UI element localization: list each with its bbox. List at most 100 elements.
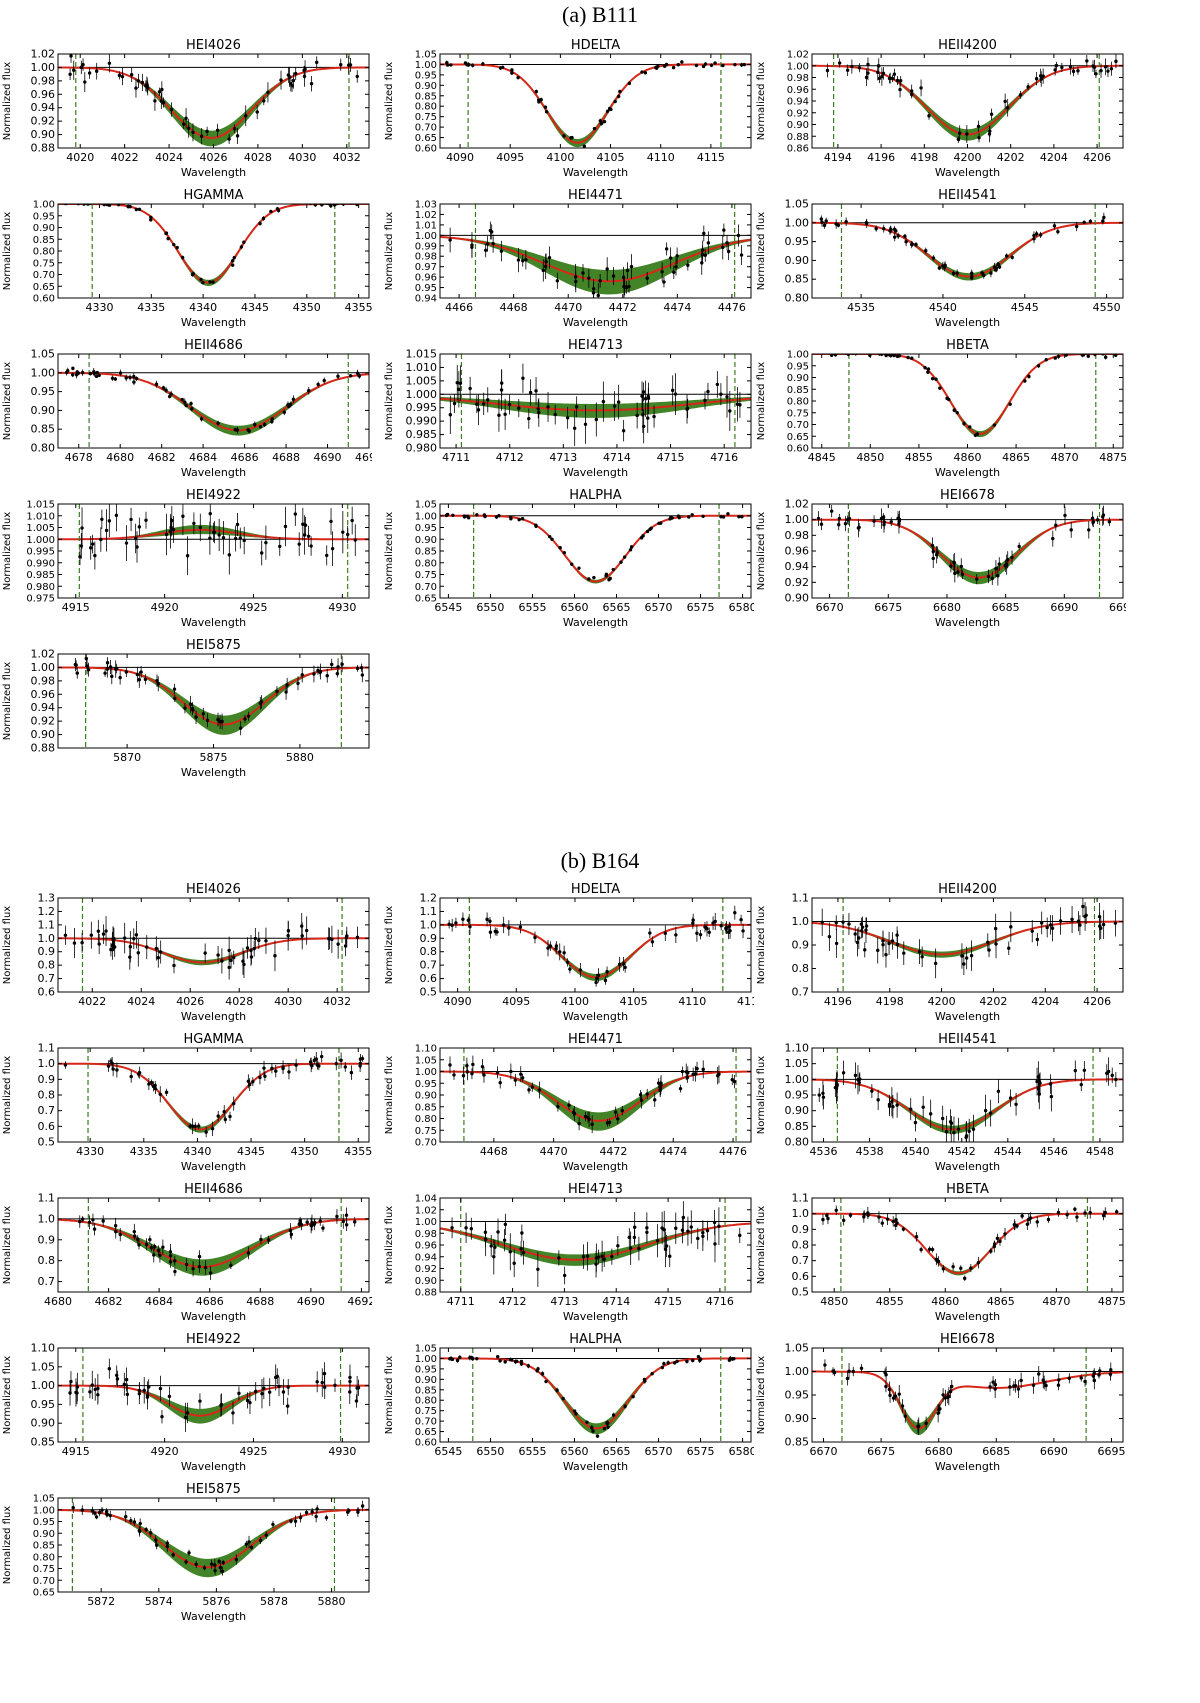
x-tick-label: 4716	[706, 1295, 734, 1308]
data-point	[93, 553, 97, 558]
y-tick-label: 0.75	[33, 258, 55, 269]
data-point	[308, 1060, 313, 1064]
data-point	[315, 1063, 320, 1067]
data-point	[695, 931, 699, 935]
model-band	[58, 1385, 369, 1424]
data-point	[594, 417, 599, 422]
data-points	[71, 1500, 365, 1576]
data-point	[508, 1250, 512, 1254]
data-point	[107, 1366, 112, 1371]
data-point	[539, 98, 543, 102]
data-point	[668, 1254, 672, 1258]
data-point	[670, 516, 674, 520]
x-axis-label: Wavelength	[935, 1310, 1000, 1323]
plot-frame	[439, 1197, 752, 1293]
data-point	[935, 1258, 939, 1263]
data-point	[845, 68, 850, 72]
x-axis-label: Wavelength	[563, 316, 628, 329]
x-tick-label: 4865	[987, 1295, 1015, 1308]
plot-frame	[811, 1197, 1124, 1293]
y-tick-label: 0.70	[415, 1417, 437, 1428]
data-points	[819, 212, 1106, 281]
data-point	[1048, 923, 1053, 927]
data-point	[585, 1254, 590, 1258]
data-point	[107, 61, 112, 65]
chart-title: HEI4713	[568, 1182, 623, 1197]
data-point	[685, 407, 689, 411]
data-point	[601, 399, 606, 404]
data-point	[468, 924, 472, 929]
data-point	[1056, 354, 1061, 359]
data-point	[271, 1522, 275, 1527]
x-tick-label: 4026	[176, 995, 204, 1008]
data-point	[627, 284, 631, 289]
x-tick-label: 4920	[151, 601, 179, 614]
chart-panel: 4915 4920 4925 49300.9750.9800.9850.9900.99…	[2, 488, 370, 629]
x-tick-label: 4100	[561, 995, 589, 1008]
model-band	[58, 204, 369, 287]
y-axis-label: Normalized flux	[384, 362, 395, 441]
data-point	[900, 1404, 905, 1408]
data-point	[516, 75, 520, 80]
data-point	[293, 512, 298, 516]
data-point	[936, 1411, 940, 1415]
y-tick-label: 0.90	[787, 120, 809, 131]
data-point	[462, 515, 467, 519]
data-point	[1101, 922, 1106, 927]
x-tick-label: 4090	[446, 151, 474, 164]
best-fit-line	[58, 66, 369, 139]
data-point	[594, 1262, 598, 1266]
y-tick-label: 0.98	[415, 252, 437, 263]
data-point	[889, 520, 893, 524]
data-point	[356, 1386, 361, 1390]
data-point	[142, 1388, 146, 1392]
y-axis-label: Normalized flux	[756, 1356, 767, 1435]
data-points	[73, 654, 365, 736]
y-tick-label: 0.9	[38, 1233, 56, 1246]
data-point	[1044, 1383, 1048, 1388]
x-axis-label: Wavelength	[181, 1460, 246, 1473]
data-point	[101, 1219, 105, 1223]
data-point	[320, 1054, 324, 1059]
data-point	[637, 1246, 641, 1251]
data-point	[534, 524, 538, 528]
data-point	[577, 566, 581, 570]
data-point	[586, 1115, 590, 1120]
y-tick-label: 0.985	[26, 570, 55, 581]
data-point	[1031, 1383, 1036, 1387]
y-tick-label: 0.92	[785, 576, 810, 589]
data-points	[821, 354, 1118, 438]
data-point	[80, 370, 85, 375]
data-point	[260, 1391, 264, 1396]
data-point	[148, 1237, 152, 1242]
y-tick-label: 0.88	[31, 742, 56, 755]
x-tick-label: 4680	[44, 1295, 72, 1308]
x-axis-label: Wavelength	[935, 616, 1000, 629]
data-point	[674, 1226, 678, 1230]
y-tick-label: 0.95	[787, 361, 809, 372]
x-tick-label: 4095	[502, 995, 530, 1008]
y-tick-label: 1.00	[787, 61, 809, 72]
data-point	[965, 132, 969, 136]
data-point	[521, 1250, 526, 1255]
data-point	[96, 929, 101, 933]
y-tick-label: 0.65	[787, 432, 809, 443]
data-point	[834, 920, 838, 925]
y-tick-label: 0.65	[33, 1588, 55, 1599]
data-point	[990, 576, 994, 581]
data-point	[994, 942, 998, 946]
x-tick-label: 4350	[291, 1145, 319, 1158]
model-band	[58, 667, 369, 735]
y-axis-label: Normalized flux	[756, 1206, 767, 1285]
data-point	[1019, 1378, 1023, 1383]
data-point	[270, 1066, 274, 1071]
data-point	[92, 1227, 97, 1231]
data-point	[135, 672, 140, 677]
data-point	[189, 401, 193, 406]
best-fit-line	[58, 937, 369, 964]
y-tick-label: 1.1	[792, 892, 810, 905]
y-tick-label: 1.0	[38, 1212, 56, 1225]
data-point	[97, 373, 101, 378]
x-tick-label: 6565	[603, 1445, 631, 1458]
data-point	[662, 1227, 666, 1232]
